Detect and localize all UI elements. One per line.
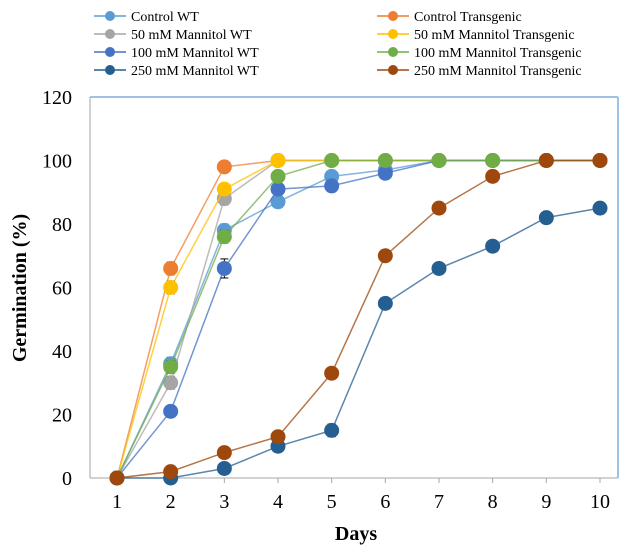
data-point bbox=[485, 153, 501, 168]
series-2 bbox=[109, 153, 608, 486]
legend-marker bbox=[105, 65, 115, 75]
data-point bbox=[377, 153, 393, 168]
legend-item: 250 mM Mannitol WT bbox=[94, 64, 259, 79]
data-point bbox=[324, 153, 340, 168]
data-point bbox=[163, 464, 179, 480]
data-point bbox=[216, 181, 232, 197]
data-point bbox=[270, 429, 286, 445]
data-point bbox=[538, 153, 554, 168]
data-point bbox=[163, 280, 179, 295]
legend-marker bbox=[388, 29, 398, 39]
series-line bbox=[116, 159, 600, 479]
y-axis-title: Germination (%) bbox=[9, 214, 31, 362]
legend-label: 250 mM Mannitol WT bbox=[131, 64, 259, 79]
series-3 bbox=[109, 153, 608, 486]
series-line bbox=[117, 207, 601, 479]
x-tick-label: 9 bbox=[541, 491, 551, 513]
series-8 bbox=[109, 153, 608, 486]
series-line bbox=[116, 159, 600, 479]
x-tick-label: 7 bbox=[434, 491, 444, 513]
series-line bbox=[116, 159, 600, 479]
legend-marker bbox=[105, 11, 115, 21]
data-point bbox=[485, 168, 501, 184]
data-point bbox=[216, 260, 232, 276]
y-tick-label: 40 bbox=[52, 341, 72, 363]
data-point bbox=[270, 181, 286, 197]
y-tick-label: 60 bbox=[52, 278, 72, 300]
legend-label: 250 mM Mannitol Transgenic bbox=[414, 64, 582, 79]
x-tick-label: 5 bbox=[327, 491, 337, 513]
data-point bbox=[538, 210, 554, 226]
data-point bbox=[324, 422, 340, 438]
x-tick-label: 8 bbox=[488, 491, 498, 513]
data-point bbox=[431, 153, 447, 168]
data-point bbox=[592, 200, 608, 216]
legend-item: 100 mM Mannitol WT bbox=[94, 46, 259, 61]
legend-marker bbox=[388, 47, 398, 57]
data-point bbox=[163, 403, 179, 419]
y-tick-label: 0 bbox=[62, 468, 72, 490]
legend-label: 50 mM Mannitol WT bbox=[131, 28, 252, 43]
series-6 bbox=[109, 153, 608, 486]
data-point bbox=[216, 229, 232, 245]
x-tick-label: 4 bbox=[273, 491, 283, 513]
x-tick-label: 3 bbox=[219, 491, 229, 513]
data-point bbox=[163, 260, 179, 276]
legend-item: 250 mM Mannitol Transgenic bbox=[377, 64, 582, 79]
x-tick-label: 6 bbox=[380, 491, 390, 513]
legend-item: 50 mM Mannitol Transgenic bbox=[377, 28, 575, 43]
data-point bbox=[324, 365, 340, 381]
series-group bbox=[109, 153, 608, 486]
legend-item: Control WT bbox=[94, 10, 199, 25]
x-tick-label: 2 bbox=[166, 491, 176, 513]
legend-label: 100 mM Mannitol WT bbox=[131, 46, 259, 61]
legend-item: 100 mM Mannitol Transgenic bbox=[377, 46, 582, 61]
y-tick-label: 80 bbox=[52, 214, 72, 236]
data-point bbox=[377, 295, 393, 311]
legend-marker bbox=[105, 29, 115, 39]
y-tick-label: 100 bbox=[42, 151, 72, 173]
data-point bbox=[109, 470, 125, 486]
legend-marker bbox=[388, 11, 398, 21]
x-tick-label: 10 bbox=[590, 491, 610, 513]
data-point bbox=[485, 238, 501, 254]
x-axis-title: Days bbox=[335, 523, 377, 545]
series-1 bbox=[109, 153, 608, 486]
legend-marker bbox=[105, 47, 115, 57]
series-5 bbox=[109, 153, 608, 486]
data-point bbox=[377, 165, 393, 181]
data-point bbox=[431, 200, 447, 216]
x-axis-ticks: 1 2 3 4 5 6 7 8 9 10 bbox=[112, 478, 610, 513]
data-point bbox=[216, 460, 232, 476]
legend-label: 100 mM Mannitol Transgenic bbox=[414, 46, 582, 61]
data-point bbox=[431, 260, 447, 276]
data-point bbox=[324, 178, 340, 194]
data-point bbox=[163, 375, 179, 391]
legend-item: Control Transgenic bbox=[377, 10, 522, 25]
data-point bbox=[216, 159, 232, 175]
y-tick-label: 20 bbox=[52, 405, 72, 427]
y-axis-ticks: 0 20 40 60 80 100 120 bbox=[42, 87, 72, 490]
legend-label: Control Transgenic bbox=[414, 10, 522, 25]
data-point bbox=[270, 168, 286, 184]
legend-label: Control WT bbox=[131, 10, 199, 25]
data-point bbox=[216, 445, 232, 461]
legend: Control WT Control Transgenic 50 mM Mannit… bbox=[94, 10, 582, 79]
series-4 bbox=[109, 153, 608, 486]
data-point bbox=[270, 194, 286, 210]
data-point bbox=[270, 153, 286, 168]
legend-marker bbox=[388, 65, 398, 75]
legend-item: 50 mM Mannitol WT bbox=[94, 28, 252, 43]
legend-label: 50 mM Mannitol Transgenic bbox=[414, 28, 575, 43]
y-tick-label: 120 bbox=[42, 87, 72, 109]
data-point bbox=[163, 359, 179, 375]
data-point bbox=[377, 248, 393, 264]
x-tick-label: 1 bbox=[112, 491, 122, 513]
data-point bbox=[592, 153, 608, 168]
